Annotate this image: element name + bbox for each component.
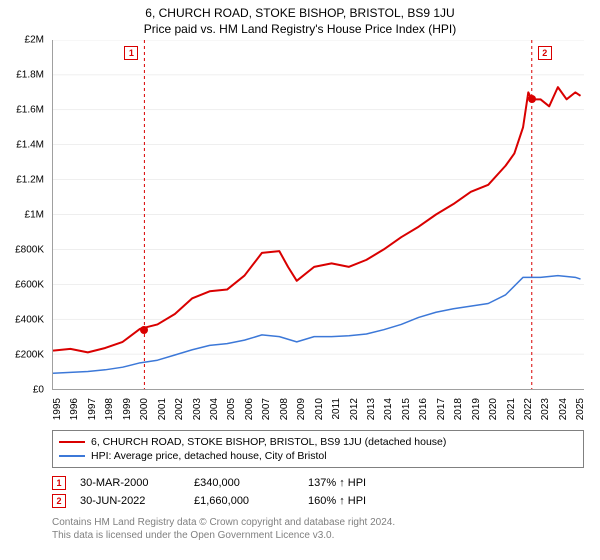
x-tick-label: 2001: [157, 398, 168, 420]
callout-price: £340,000: [194, 477, 294, 489]
x-tick-label: 2021: [506, 398, 517, 420]
chart-plot-area: £0£200K£400K£600K£800K£1M£1.2M£1.4M£1.6M…: [52, 40, 584, 390]
chart-title-subtitle: Price paid vs. HM Land Registry's House …: [10, 22, 590, 36]
x-tick-label: 2020: [488, 398, 499, 420]
y-tick-label: £1.8M: [16, 70, 44, 81]
callout-date: 30-JUN-2022: [80, 495, 180, 507]
y-tick-label: £0: [33, 385, 44, 396]
callout-number: 1: [52, 476, 66, 490]
x-tick-label: 2009: [296, 398, 307, 420]
x-tick-label: 1996: [69, 398, 80, 420]
callout-table-row: 2 30-JUN-2022 £1,660,000 160% ↑ HPI: [52, 492, 584, 510]
y-tick-label: £1.2M: [16, 175, 44, 186]
y-axis-labels: £0£200K£400K£600K£800K£1M£1.2M£1.4M£1.6M…: [6, 40, 48, 390]
x-tick-label: 2011: [331, 398, 342, 420]
legend-swatch: [59, 441, 85, 443]
x-tick-label: 1998: [104, 398, 115, 420]
x-tick-label: 2015: [401, 398, 412, 420]
y-tick-label: £800K: [15, 245, 44, 256]
x-tick-label: 2013: [366, 398, 377, 420]
legend-label: HPI: Average price, detached house, City…: [91, 450, 327, 462]
y-tick-label: £200K: [15, 350, 44, 361]
x-tick-label: 2004: [209, 398, 220, 420]
y-tick-label: £1M: [25, 210, 44, 221]
x-tick-label: 2002: [174, 398, 185, 420]
legend-label: 6, CHURCH ROAD, STOKE BISHOP, BRISTOL, B…: [91, 436, 446, 448]
x-tick-label: 2023: [540, 398, 551, 420]
y-tick-label: £1.6M: [16, 105, 44, 116]
x-tick-label: 2010: [314, 398, 325, 420]
x-tick-label: 2024: [558, 398, 569, 420]
x-axis-labels: 1995 1996 1997 1998 1999 2000 2001 2002 2003 2004…: [52, 396, 584, 430]
footer-line1: Contains HM Land Registry data © Crown c…: [52, 516, 590, 529]
x-tick-label: 2005: [226, 398, 237, 420]
x-tick-label: 2003: [192, 398, 203, 420]
x-tick-label: 1999: [122, 398, 133, 420]
chart-container: 6, CHURCH ROAD, STOKE BISHOP, BRISTOL, B…: [0, 0, 600, 560]
callout-dot: [140, 326, 148, 334]
x-tick-label: 2007: [261, 398, 272, 420]
plot-region: 12: [52, 40, 584, 390]
legend: 6, CHURCH ROAD, STOKE BISHOP, BRISTOL, B…: [52, 430, 584, 468]
legend-row: HPI: Average price, detached house, City…: [59, 449, 577, 463]
x-tick-label: 2025: [575, 398, 586, 420]
footer-line2: This data is licensed under the Open Gov…: [52, 529, 590, 542]
x-tick-label: 2019: [471, 398, 482, 420]
x-tick-label: 2008: [279, 398, 290, 420]
plot-svg: [53, 40, 584, 389]
x-tick-label: 2000: [139, 398, 150, 420]
y-tick-label: £1.4M: [16, 140, 44, 151]
x-tick-label: 2006: [244, 398, 255, 420]
footer-attribution: Contains HM Land Registry data © Crown c…: [52, 516, 590, 542]
x-tick-label: 2012: [349, 398, 360, 420]
callout-number-box: 2: [538, 46, 552, 60]
x-tick-label: 1995: [52, 398, 63, 420]
callout-date: 30-MAR-2000: [80, 477, 180, 489]
callout-dot: [528, 95, 536, 103]
callout-number-box: 1: [124, 46, 138, 60]
legend-row: 6, CHURCH ROAD, STOKE BISHOP, BRISTOL, B…: [59, 435, 577, 449]
x-tick-label: 1997: [87, 398, 98, 420]
callout-table-row: 1 30-MAR-2000 £340,000 137% ↑ HPI: [52, 474, 584, 492]
x-tick-label: 2014: [383, 398, 394, 420]
x-tick-label: 2017: [436, 398, 447, 420]
x-tick-label: 2018: [453, 398, 464, 420]
legend-swatch: [59, 455, 85, 457]
y-tick-label: £400K: [15, 315, 44, 326]
x-tick-label: 2016: [418, 398, 429, 420]
x-tick-label: 2022: [523, 398, 534, 420]
callout-number: 2: [52, 494, 66, 508]
callout-pct: 160% ↑ HPI: [308, 495, 408, 507]
callout-price: £1,660,000: [194, 495, 294, 507]
chart-title-address: 6, CHURCH ROAD, STOKE BISHOP, BRISTOL, B…: [10, 6, 590, 20]
y-tick-label: £600K: [15, 280, 44, 291]
y-tick-label: £2M: [25, 35, 44, 46]
callout-table: 1 30-MAR-2000 £340,000 137% ↑ HPI 2 30-JUN-20…: [52, 474, 584, 510]
callout-pct: 137% ↑ HPI: [308, 477, 408, 489]
